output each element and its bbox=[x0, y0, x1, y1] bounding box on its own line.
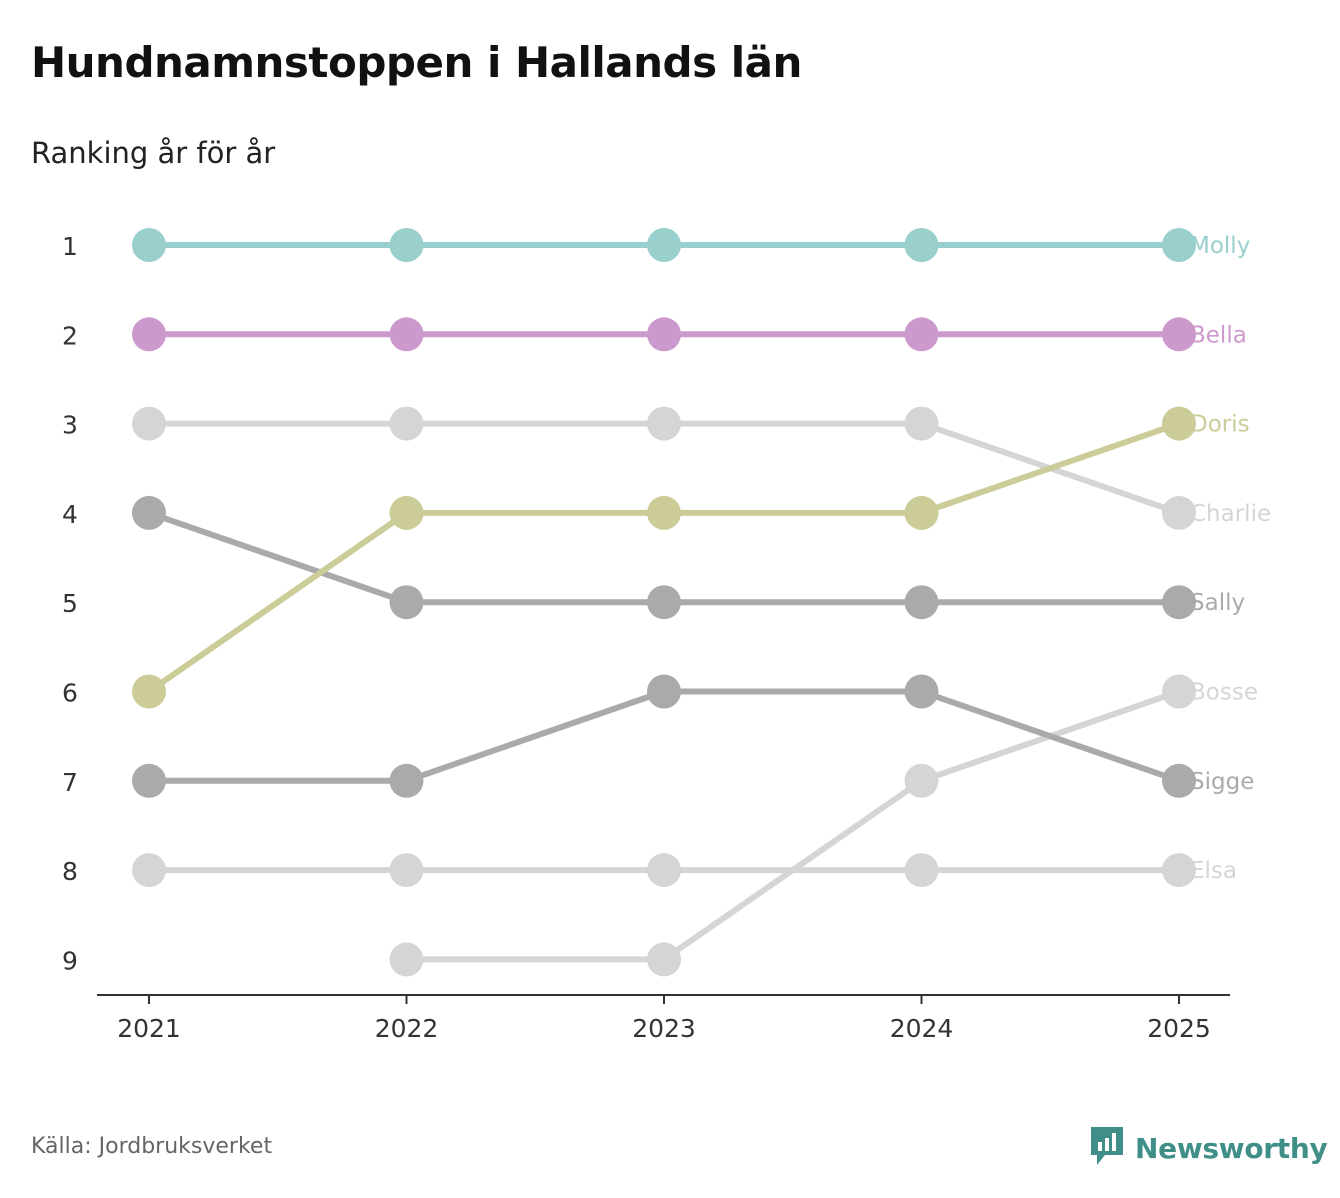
data-point-bella-2021[interactable] bbox=[132, 317, 166, 352]
chart-subtitle: Ranking år för år bbox=[31, 136, 276, 170]
series-line-doris bbox=[147, 420, 1180, 694]
data-point-elsa-2024[interactable] bbox=[904, 853, 939, 888]
data-point-doris-2025[interactable] bbox=[1162, 406, 1196, 441]
y-tick-label: 6 bbox=[62, 679, 78, 708]
series-label-sally: Sally bbox=[1190, 590, 1245, 616]
data-point-sigge-2023[interactable] bbox=[647, 674, 681, 709]
series-bella bbox=[132, 317, 1196, 352]
series-doris bbox=[132, 406, 1196, 709]
data-point-bella-2022[interactable] bbox=[389, 317, 424, 352]
newsworthy-logo-icon bbox=[1089, 1124, 1125, 1172]
series-label-sigge: Sigge bbox=[1190, 769, 1254, 795]
y-tick-label: 5 bbox=[62, 589, 78, 618]
data-point-sally-2022[interactable] bbox=[389, 585, 424, 620]
series-label-bella: Bella bbox=[1190, 322, 1247, 348]
data-point-bosse-2024[interactable] bbox=[904, 763, 939, 798]
data-point-charlie-2022[interactable] bbox=[389, 406, 424, 441]
data-point-charlie-2021[interactable] bbox=[132, 406, 166, 441]
series-sigge bbox=[132, 674, 1196, 798]
data-point-charlie-2025[interactable] bbox=[1162, 495, 1196, 530]
data-point-sigge-2024[interactable] bbox=[904, 674, 939, 709]
data-point-doris-2022[interactable] bbox=[389, 495, 424, 530]
series-label-molly: Molly bbox=[1190, 233, 1250, 259]
series-molly bbox=[132, 228, 1196, 262]
x-tick-label: 2023 bbox=[632, 1014, 696, 1043]
x-axis: 2021 2022 2023 2024 2025 bbox=[97, 994, 1230, 1043]
data-point-bosse-2023[interactable] bbox=[647, 942, 681, 977]
data-point-bella-2024[interactable] bbox=[904, 317, 939, 352]
data-point-bosse-2025[interactable] bbox=[1162, 674, 1196, 709]
data-point-molly-2023[interactable] bbox=[647, 228, 681, 262]
data-point-elsa-2023[interactable] bbox=[647, 853, 681, 888]
data-point-molly-2025[interactable] bbox=[1162, 228, 1196, 262]
chart-title: Hundnamnstoppen i Hallands län bbox=[31, 38, 802, 87]
data-point-doris-2023[interactable] bbox=[647, 495, 681, 530]
data-point-bella-2023[interactable] bbox=[647, 317, 681, 352]
data-point-sally-2021[interactable] bbox=[132, 495, 166, 530]
x-tick-label: 2024 bbox=[890, 1014, 954, 1043]
source-note: Källa: Jordbruksverket bbox=[31, 1134, 273, 1159]
data-point-elsa-2025[interactable] bbox=[1162, 853, 1196, 888]
data-point-sally-2024[interactable] bbox=[904, 585, 939, 620]
brand-name: Newsworthy bbox=[1135, 1131, 1328, 1165]
data-point-charlie-2023[interactable] bbox=[647, 406, 681, 441]
y-tick-label: 8 bbox=[62, 857, 78, 886]
data-point-sigge-2025[interactable] bbox=[1162, 763, 1196, 798]
data-point-charlie-2024[interactable] bbox=[904, 406, 939, 441]
series-label-elsa: Elsa bbox=[1190, 858, 1237, 884]
brand[interactable]: Newsworthy bbox=[1089, 1124, 1328, 1172]
data-point-bosse-2022[interactable] bbox=[389, 942, 424, 977]
series-label-charlie: Charlie bbox=[1190, 501, 1271, 527]
series-elsa bbox=[132, 853, 1196, 888]
data-point-molly-2022[interactable] bbox=[389, 228, 424, 262]
series-bosse bbox=[389, 674, 1196, 977]
data-point-sally-2025[interactable] bbox=[1162, 585, 1196, 620]
x-tick-label: 2021 bbox=[117, 1014, 181, 1043]
data-point-bella-2025[interactable] bbox=[1162, 317, 1196, 352]
y-tick-label: 3 bbox=[62, 411, 78, 440]
y-tick-label: 2 bbox=[62, 321, 78, 350]
data-point-molly-2024[interactable] bbox=[904, 228, 939, 262]
series-label-doris: Doris bbox=[1190, 412, 1250, 438]
x-tick-label: 2025 bbox=[1147, 1014, 1211, 1043]
data-point-doris-2024[interactable] bbox=[904, 495, 939, 530]
series-layer bbox=[132, 228, 1196, 977]
y-tick-label: 4 bbox=[62, 500, 78, 529]
y-tick-label: 1 bbox=[62, 232, 78, 261]
x-tick-label: 2022 bbox=[375, 1014, 439, 1043]
data-point-doris-2021[interactable] bbox=[132, 674, 166, 709]
series-charlie bbox=[132, 406, 1196, 530]
data-point-molly-2021[interactable] bbox=[132, 228, 166, 262]
data-point-elsa-2021[interactable] bbox=[132, 853, 166, 888]
y-tick-label: 7 bbox=[62, 768, 78, 797]
data-point-elsa-2022[interactable] bbox=[389, 853, 424, 888]
y-tick-label: 9 bbox=[62, 946, 78, 975]
series-line-bosse bbox=[406, 688, 1180, 963]
data-point-sally-2023[interactable] bbox=[647, 585, 681, 620]
series-label-bosse: Bosse bbox=[1190, 680, 1258, 706]
data-point-sigge-2022[interactable] bbox=[389, 763, 424, 798]
y-axis: 1 2 3 4 5 6 7 8 9 bbox=[62, 232, 78, 975]
series-labels: Charlie Bosse Elsa Sally Sigge Molly Bella Dori… bbox=[1190, 233, 1271, 884]
data-point-sigge-2021[interactable] bbox=[132, 763, 166, 798]
